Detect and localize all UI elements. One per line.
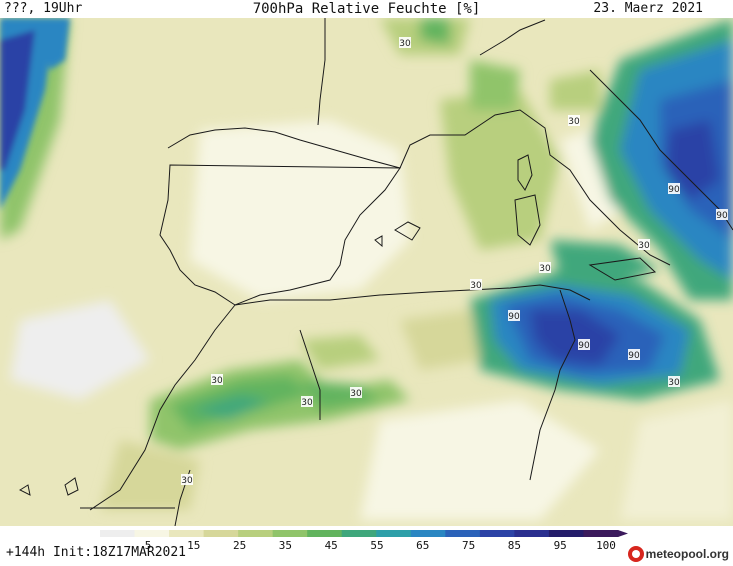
colorbar-swatches — [90, 530, 628, 537]
colorbar-swatch — [514, 530, 550, 537]
isoline-label: 30 — [350, 389, 362, 399]
colorbar-swatch — [272, 530, 308, 537]
colorbar-tick-label: 45 — [324, 539, 338, 552]
isoline-label: 30 — [470, 281, 482, 291]
isoline-label-bg — [211, 374, 223, 385]
colorbar-tick-label: 75 — [461, 539, 476, 552]
colorbar-swatch — [341, 530, 377, 537]
isoline-label: 90 — [668, 185, 680, 195]
islands — [18, 154, 657, 496]
isoline-label-bg — [716, 209, 728, 220]
isoline-label-bg — [539, 262, 551, 273]
colorbar-swatch — [100, 530, 136, 537]
colorbar-swatch — [410, 530, 446, 537]
isoline-label: 30 — [211, 376, 223, 386]
colorbar-swatch — [307, 530, 343, 537]
colorbar-tick-label: 100 — [596, 539, 616, 552]
isoline-label-bg — [668, 183, 680, 194]
colorbar-tick-label: 15 — [187, 539, 201, 552]
isoline-labels: 30 30 90 90 30 30 30 90 90 90 30 30 30 30 30 — [181, 37, 728, 486]
valid-date: 23. Maerz 2021 — [593, 1, 703, 16]
atlantic-band — [0, 18, 70, 210]
isoline-label-bg — [568, 115, 580, 126]
colorbar-swatch — [134, 530, 170, 537]
isoline-label-bg — [668, 376, 680, 387]
isoline-label-bg — [578, 339, 590, 350]
colorbar-swatch — [376, 530, 412, 537]
colorbar-tick-label: 55 — [370, 539, 384, 552]
isoline-label-bg — [508, 310, 520, 321]
colorbar-swatch — [238, 530, 274, 537]
header-bar: ???, 19Uhr 700hPa Relative Feuchte [%] 2… — [0, 0, 733, 18]
isoline-label: 30 — [399, 39, 411, 49]
isoline-label: 30 — [301, 398, 313, 408]
isoline-label: 90 — [628, 351, 640, 361]
map-title: 700hPa Relative Feuchte [%] — [252, 1, 481, 17]
colorbar-swatch — [583, 530, 619, 537]
colorbar-arrow — [618, 530, 628, 537]
colorbar-tick-label: 25 — [232, 539, 247, 552]
logo-text: meteopool.org — [645, 547, 729, 561]
isoline-label: 30 — [668, 378, 680, 388]
isoline-label: 30 — [638, 241, 650, 251]
isoline-label: 30 — [181, 476, 193, 486]
isoline-label: 30 — [568, 117, 580, 127]
colorbar-tick-label: 35 — [278, 539, 293, 552]
isoline-label-bg — [301, 396, 313, 407]
isoline-label: 90 — [578, 341, 590, 351]
isoline-label-bg — [350, 387, 362, 398]
isoline-label-bg — [628, 349, 640, 360]
init-time: +144h Init:18Z17MAR2021 — [6, 545, 187, 560]
colorbar-swatch — [169, 530, 205, 537]
isoline-label-bg — [638, 239, 650, 250]
colorbar-tick-label: 95 — [553, 539, 567, 552]
colorbar-swatch — [548, 530, 584, 537]
colorbar-tick-label: 5 — [144, 539, 152, 552]
humidity-field — [0, 18, 733, 520]
isoline-label: 90 — [716, 211, 728, 221]
map-canvas: 30 30 90 90 30 30 30 90 90 90 30 30 30 30 30 — [0, 18, 733, 526]
forecast-day-label: ???, 19Uhr — [4, 1, 83, 16]
logo-icon — [627, 546, 644, 562]
colorbar-swatch — [479, 530, 515, 537]
colorbar: 5 15 25 35 45 55 65 75 85 95 100 — [0, 526, 733, 566]
colorbar-arrow-left — [90, 530, 100, 537]
isoline-label-bg — [181, 474, 193, 485]
colorbar-tick-label: 85 — [507, 539, 522, 552]
humidity-map: 30 30 90 90 30 30 30 90 90 90 30 30 30 30 30 — [0, 18, 733, 526]
colorbar-swatch — [445, 530, 481, 537]
meteopool-logo[interactable]: meteopool.org — [627, 544, 729, 564]
isoline-label: 30 — [539, 264, 551, 274]
isoline-label-bg — [399, 37, 411, 48]
isoline-label-bg — [470, 279, 482, 290]
isoline-label: 90 — [508, 312, 520, 322]
colorbar-swatch — [203, 530, 239, 537]
colorbar-tick-label: 65 — [416, 539, 430, 552]
